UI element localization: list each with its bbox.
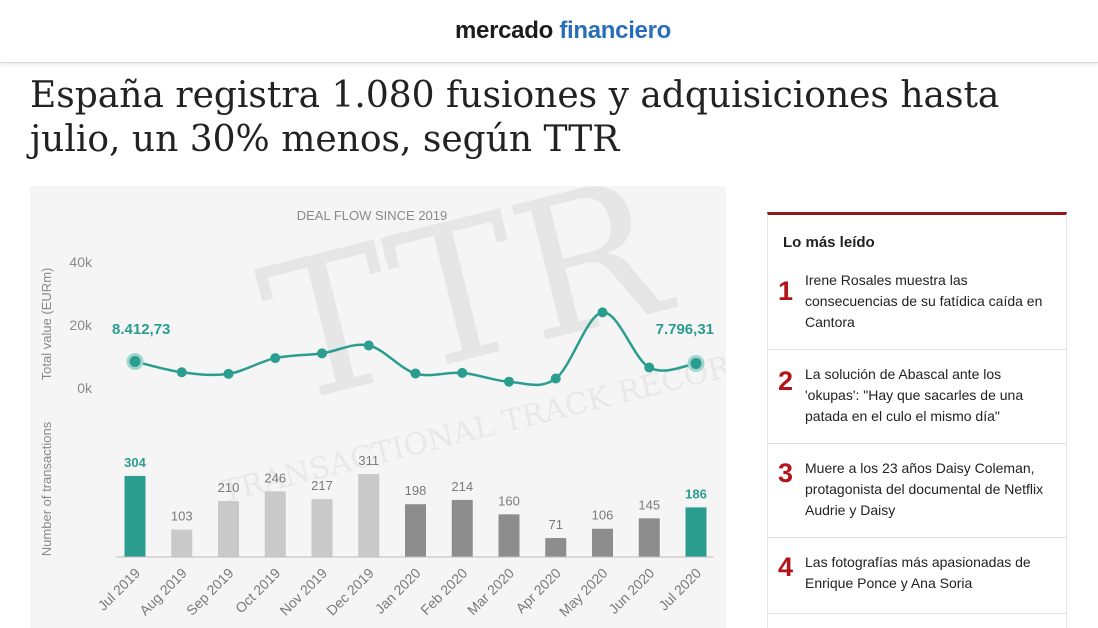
x-tick-label: Jan 2020	[372, 565, 424, 617]
bar	[451, 499, 473, 557]
x-tick-label: Jul 2020	[655, 565, 704, 614]
line-point	[176, 367, 187, 378]
line-point	[597, 307, 608, 318]
line-point	[457, 367, 468, 378]
bar	[311, 499, 333, 557]
line-point	[270, 353, 281, 364]
line-series	[126, 307, 705, 387]
bar-value-label: 217	[311, 478, 333, 493]
bar-value-label: 304	[124, 455, 146, 470]
most-read-number: 2	[778, 366, 794, 396]
line-point	[644, 362, 655, 373]
bar	[264, 491, 286, 557]
most-read-item-4[interactable]: 4 Las fotografías más apasionadas de Enr…	[768, 538, 1066, 614]
most-read-item-2[interactable]: 2 La solución de Abascal ante los 'okupa…	[768, 350, 1066, 444]
x-tick-label: Oct 2019	[232, 565, 284, 617]
bar-value-label: 145	[638, 497, 660, 512]
most-read-number: 1	[778, 276, 794, 306]
most-read-link[interactable]: Las fotografías más apasionadas de Enriq…	[805, 554, 1031, 591]
most-read-number: 3	[778, 458, 794, 488]
bar	[171, 529, 193, 557]
bar-value-label: 246	[264, 470, 286, 485]
x-tick-label: Sep 2019	[183, 565, 237, 619]
deal-flow-chart: TTR TRANSACTIONAL TRACK RECORD DEAL FLOW …	[30, 186, 726, 628]
x-tick-label: Dec 2019	[323, 565, 377, 619]
line-point	[363, 340, 374, 351]
bar-value-label: 71	[549, 517, 563, 532]
bar-value-label: 106	[592, 508, 614, 523]
chart-title: DEAL FLOW SINCE 2019	[297, 208, 448, 223]
site-header: mercado financiero	[0, 0, 1098, 63]
bar	[638, 518, 660, 557]
line-axis-label: Total value (EURm)	[39, 268, 54, 381]
x-tick-label: Nov 2019	[276, 565, 330, 619]
line-point	[317, 348, 327, 359]
line-axis-tick: 40k	[69, 254, 93, 270]
line-point	[223, 368, 234, 379]
x-tick-label: Mar 2020	[464, 565, 517, 618]
bar-value-label: 160	[498, 493, 520, 508]
bar-value-label: 210	[218, 480, 240, 495]
bar	[685, 507, 707, 557]
most-read-item-1[interactable]: 1 Irene Rosales muestra las consecuencia…	[768, 268, 1066, 350]
logo-word-financiero: financiero	[559, 17, 672, 44]
line-axis-ticks: 0k 20k 40k	[69, 254, 93, 396]
bar	[592, 528, 613, 557]
line-point	[550, 373, 561, 384]
bar-series: 304 103 210 246 217 311 198 214 160 71 106 145 186	[124, 453, 707, 557]
logo-word-mercado: mercado	[454, 17, 553, 44]
line-first-value-label: 8.412,73	[112, 321, 170, 338]
line-last-value-label: 7.796,31	[656, 321, 714, 338]
line-point	[126, 352, 144, 370]
line-axis-tick: 20k	[69, 317, 93, 333]
line-point	[687, 354, 705, 372]
line-point	[410, 368, 421, 379]
x-tick-label: Feb 2020	[417, 565, 470, 618]
line-axis-tick: 0k	[77, 380, 93, 396]
article-headline: España registra 1.080 fusiones y adquisi…	[30, 75, 1000, 160]
x-tick-label: May 2020	[556, 565, 611, 620]
x-tick-label: Jun 2020	[605, 565, 657, 617]
bar-value-label: 214	[451, 479, 473, 494]
bar-value-label: 186	[685, 486, 707, 501]
most-read-link[interactable]: Muere a los 23 años Daisy Coleman, prota…	[805, 460, 1044, 518]
sidebar-title: Lo más leído	[783, 234, 875, 251]
most-read-number: 4	[778, 552, 794, 582]
bar	[545, 538, 567, 557]
site-logo[interactable]: mercado financiero	[0, 17, 1098, 45]
bar-axis-label: Number of transactions	[39, 421, 54, 556]
bar	[498, 514, 520, 557]
bar	[405, 504, 426, 557]
most-read-item-3[interactable]: 3 Muere a los 23 años Daisy Coleman, pro…	[768, 444, 1066, 538]
most-read-sidebar: Lo más leído 1 Irene Rosales muestra las…	[767, 212, 1067, 628]
most-read-link[interactable]: La solución de Abascal ante los 'okupas'…	[805, 366, 1024, 424]
bar	[124, 475, 146, 557]
bar-value-label: 198	[405, 483, 427, 498]
most-read-link[interactable]: Irene Rosales muestra las consecuencias …	[805, 272, 1043, 330]
bar	[358, 474, 380, 557]
line-point	[504, 376, 514, 387]
x-tick-label: Aug 2019	[136, 565, 190, 619]
bar-value-label: 103	[171, 509, 193, 524]
bar-value-label: 311	[358, 453, 379, 468]
bar	[218, 501, 239, 557]
